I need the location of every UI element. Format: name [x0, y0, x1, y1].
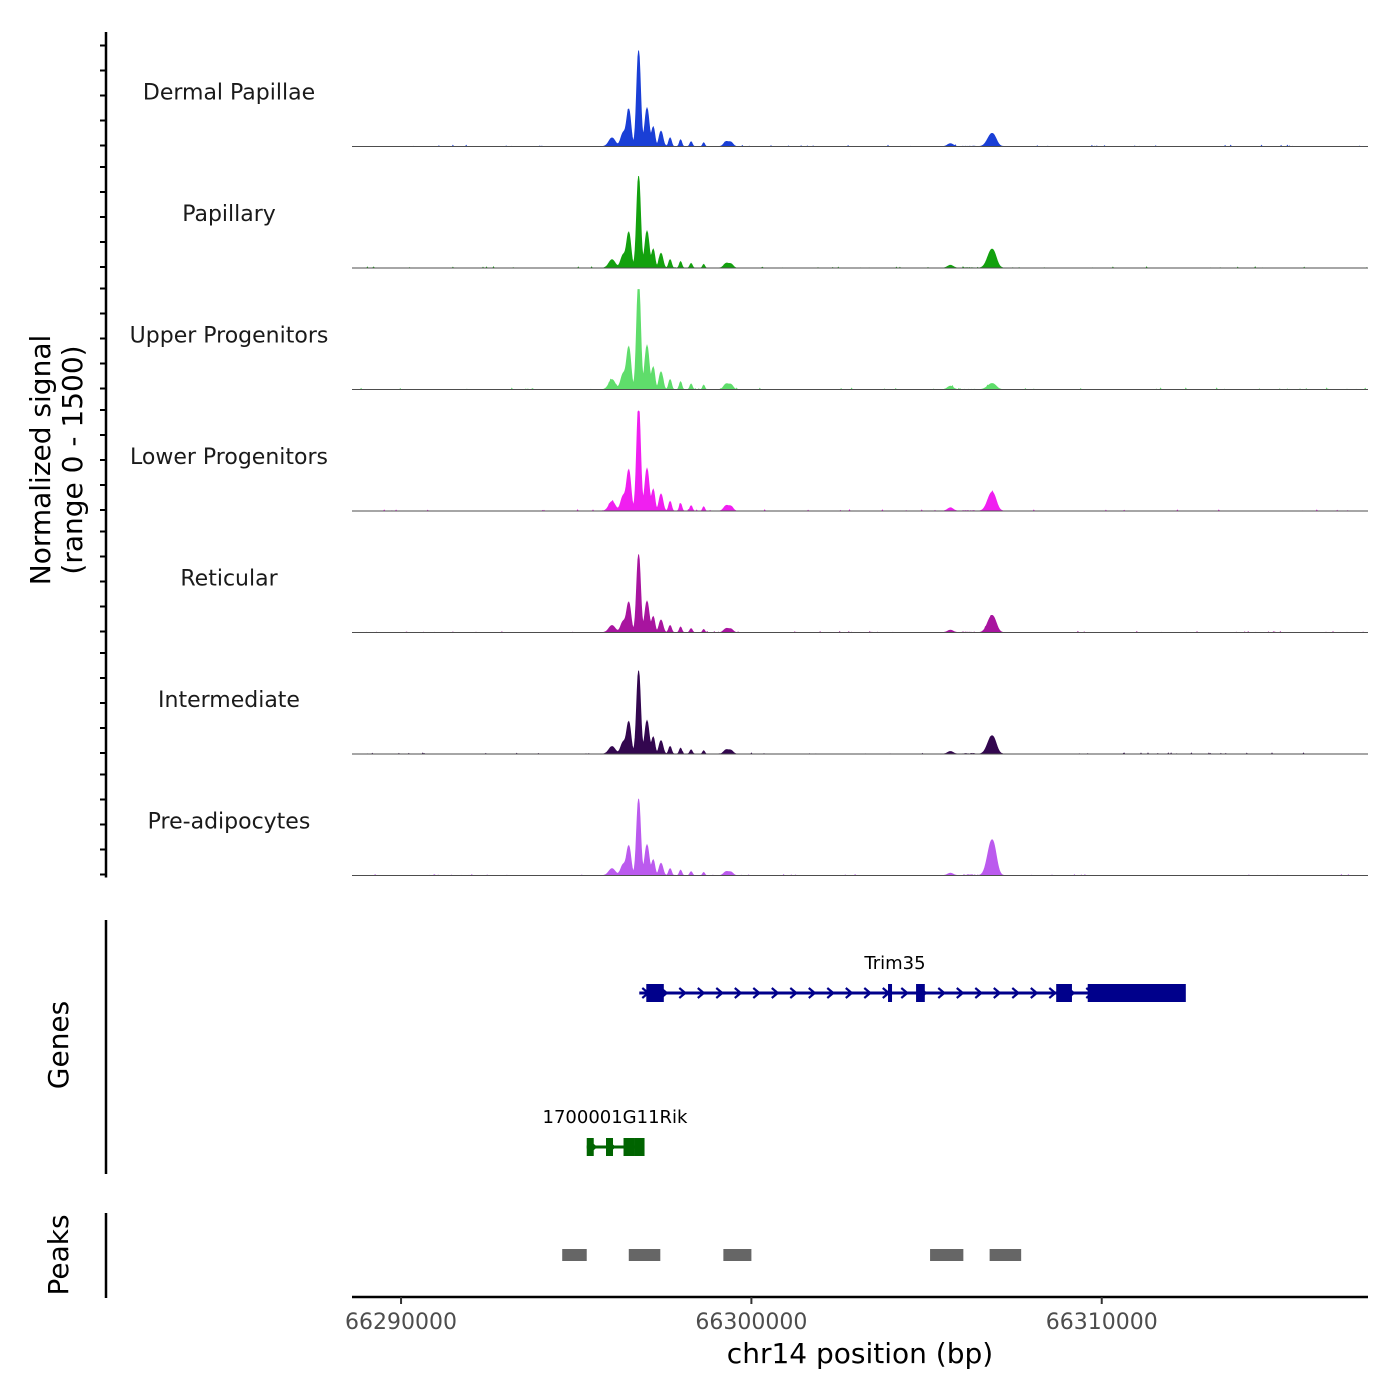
- coverage-area: [352, 175, 1368, 269]
- strand-arrow: [937, 987, 947, 999]
- strand-arrow: [734, 987, 743, 999]
- genes-track-title: Genes: [42, 1001, 75, 1089]
- gene-model: 1700001G11Rik: [543, 1107, 689, 1156]
- coverage-area: [352, 410, 1368, 512]
- strand-arrow: [1030, 987, 1039, 999]
- coverage-area: [352, 554, 1368, 634]
- coverage-track: Pre-adipocytes: [148, 798, 1368, 876]
- y-axis-title-line1: Normalized signal: [24, 335, 57, 586]
- coverage-area: [352, 289, 1368, 391]
- coverage-tracks: Dermal Papillae Papillary Upper Progenitor…: [130, 50, 1368, 876]
- track-label: Pre-adipocytes: [148, 810, 311, 835]
- strand-arrow: [771, 987, 780, 999]
- gene-exon: [586, 1138, 594, 1156]
- strand-arrow: [1048, 987, 1058, 999]
- x-tick-label: 66310000: [1046, 1310, 1158, 1335]
- strand-arrow: [845, 987, 854, 999]
- gene-exon: [916, 984, 925, 1002]
- coverage-track: Papillary: [182, 175, 1368, 269]
- strand-arrow: [697, 987, 706, 999]
- gene-exon: [1056, 984, 1072, 1002]
- gene-name-label: 1700001G11Rik: [543, 1107, 689, 1128]
- peak-region: [628, 1249, 661, 1261]
- gene-exon: [623, 1138, 635, 1156]
- coverage-area: [352, 798, 1368, 876]
- gene-exon: [1087, 984, 1186, 1002]
- strand-arrow: [956, 987, 965, 999]
- gene-exon: [646, 984, 664, 1002]
- track-label: Papillary: [182, 202, 276, 227]
- coverage-area: [352, 670, 1368, 755]
- strand-arrow: [678, 987, 688, 999]
- x-tick-label: 66290000: [345, 1310, 457, 1335]
- strand-arrow: [752, 987, 762, 999]
- peak-region: [723, 1249, 752, 1261]
- peak-track: [562, 1249, 1022, 1261]
- peak-region: [562, 1249, 587, 1261]
- track-label: Dermal Papillae: [143, 81, 315, 106]
- gene-exon: [634, 1138, 645, 1156]
- coverage-track: Intermediate: [158, 670, 1368, 755]
- strand-arrow: [715, 987, 725, 999]
- strand-arrow: [1011, 987, 1021, 999]
- strand-arrow: [863, 987, 873, 999]
- coverage-track: Upper Progenitors: [130, 289, 1368, 391]
- y-axis-title-line2: (range 0 - 1500): [56, 345, 89, 574]
- peak-region: [930, 1249, 964, 1261]
- coverage-track: Dermal Papillae: [143, 50, 1368, 147]
- x-axis: 66290000 66300000 66310000: [100, 32, 1368, 1335]
- strand-arrow: [993, 987, 1002, 999]
- track-label: Intermediate: [158, 688, 300, 713]
- x-axis-title: chr14 position (bp): [727, 1337, 993, 1370]
- track-label: Reticular: [180, 567, 278, 592]
- coverage-track: Reticular: [180, 554, 1368, 634]
- gene-name-label: Trim35: [863, 953, 925, 974]
- coverage-area: [352, 50, 1368, 147]
- peaks-track-title: Peaks: [42, 1214, 75, 1295]
- strand-arrow: [826, 987, 836, 999]
- strand-arrow: [900, 987, 910, 999]
- gene-exon: [888, 984, 893, 1002]
- strand-arrow: [789, 987, 799, 999]
- coverage-track: Lower Progenitors: [130, 410, 1368, 512]
- x-tick-label: 66300000: [695, 1310, 807, 1335]
- gene-track: Trim35 1700001G11Rik: [543, 953, 1186, 1156]
- gene-exon: [606, 1138, 614, 1156]
- strand-arrow: [808, 987, 817, 999]
- peak-region: [989, 1249, 1022, 1261]
- strand-arrow: [974, 987, 984, 999]
- gene-model: Trim35: [639, 953, 1186, 1002]
- track-label: Upper Progenitors: [130, 324, 329, 349]
- track-label: Lower Progenitors: [130, 445, 328, 470]
